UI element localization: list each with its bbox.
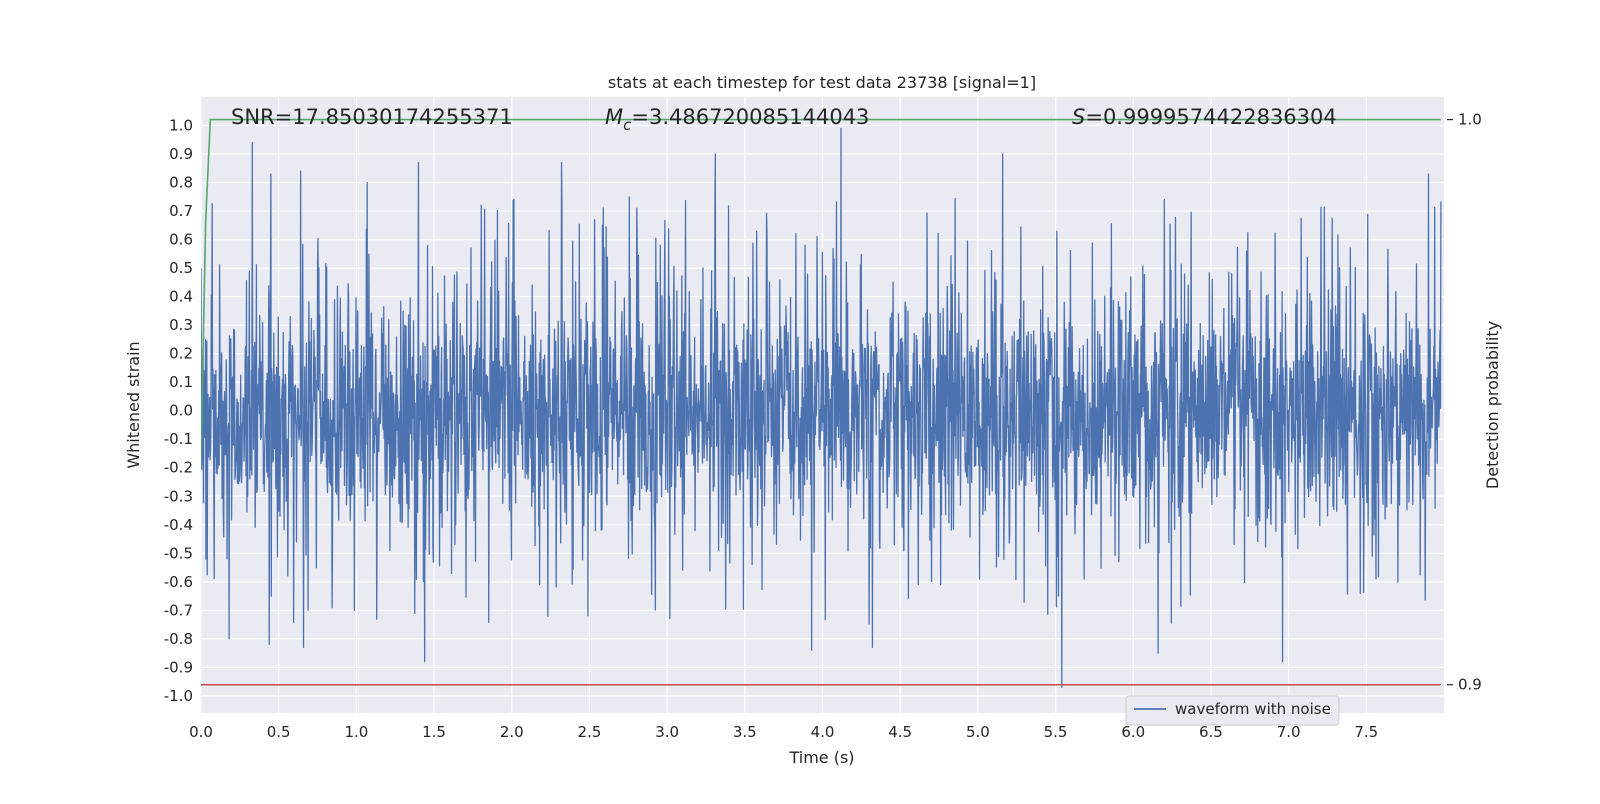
x-tick-label: 7.5 (1354, 723, 1378, 741)
x-tick-label: 3.0 (655, 723, 679, 741)
y-tick-label: -0.8 (164, 630, 193, 648)
s-statistic-symbol: S (1072, 105, 1085, 129)
y-tick-label: 1.0 (169, 117, 193, 135)
s-statistic-value: =0.9999574422836304 (1085, 105, 1336, 129)
x-tick-label: 2.5 (578, 723, 602, 741)
y-tick-label: 0.7 (169, 202, 193, 220)
y-tick-label: -0.6 (164, 573, 193, 591)
legend-label: waveform with noise (1175, 700, 1331, 718)
x-tick-label: 2.0 (500, 723, 524, 741)
y-tick-label: 0.6 (169, 231, 193, 249)
y-tick-label: -0.7 (164, 601, 193, 619)
y-tick-label: 0.2 (169, 345, 193, 363)
x-tick-label: 3.5 (733, 723, 757, 741)
x-tick-label: 4.5 (888, 723, 912, 741)
legend: waveform with noise (1125, 695, 1340, 726)
chirp-mass-value: =3.486720085144043 (631, 105, 869, 129)
y2-tick-label: 1.0 (1458, 111, 1482, 129)
x-tick-label: 6.5 (1199, 723, 1223, 741)
x-tick-label: 5.0 (966, 723, 990, 741)
x-tick-label: 6.0 (1121, 723, 1145, 741)
y-tick-label: -0.4 (164, 516, 193, 534)
detection-probability-line (201, 118, 1441, 459)
y-tick-label: -0.3 (164, 487, 193, 505)
y-tick-label: 0.8 (169, 174, 193, 192)
y-tick-label: 0.5 (169, 259, 193, 277)
x-axis-label: Time (s) (788, 748, 854, 767)
y-tick-label: 0.4 (169, 288, 193, 306)
snr-annotation: SNR=17.85030174255371 (231, 105, 513, 129)
data-layer (201, 118, 1442, 688)
y-axis-label: Whitened strain (124, 341, 143, 468)
y2-tick-label: 0.9 (1458, 676, 1482, 694)
x-tick-label: 1.5 (422, 723, 446, 741)
x-tick-label: 0.5 (267, 723, 291, 741)
y-tick-label: -0.9 (164, 658, 193, 676)
x-tick-label: 1.0 (344, 723, 368, 741)
x-tick-label: 0.0 (189, 723, 213, 741)
chart-title: stats at each timestep for test data 237… (608, 73, 1036, 92)
tick-labels: 0.0 0.5 1.0 1.5 2.0 2.5 3.0 3.5 4.0 4.5 5.0 5.5 6.0 6… (164, 111, 1482, 741)
y-tick-label: 0.3 (169, 316, 193, 334)
chirp-mass-subscript: c (623, 116, 632, 134)
y-tick-label: -0.1 (164, 430, 193, 448)
x-tick-label: 7.0 (1277, 723, 1301, 741)
y-tick-label: 0.0 (169, 402, 193, 420)
chirp-mass-symbol: M (605, 105, 623, 129)
waveform-with-noise-line (201, 127, 1442, 688)
y-tick-label: 0.9 (169, 145, 193, 163)
y-tick-label: -0.5 (164, 544, 193, 562)
y2-axis-label: Detection probability (1483, 321, 1502, 489)
y-tick-label: -0.2 (164, 459, 193, 477)
y-tick-label: -1.0 (164, 687, 193, 705)
y-tick-label: 0.1 (169, 373, 193, 391)
x-tick-label: 5.5 (1044, 723, 1068, 741)
s-statistic-annotation: S=0.9999574422836304 (1072, 105, 1337, 129)
x-tick-label: 4.0 (811, 723, 835, 741)
legend-box (1125, 695, 1340, 726)
chirp-mass-annotation: Mc=3.486720085144043 (605, 105, 869, 134)
